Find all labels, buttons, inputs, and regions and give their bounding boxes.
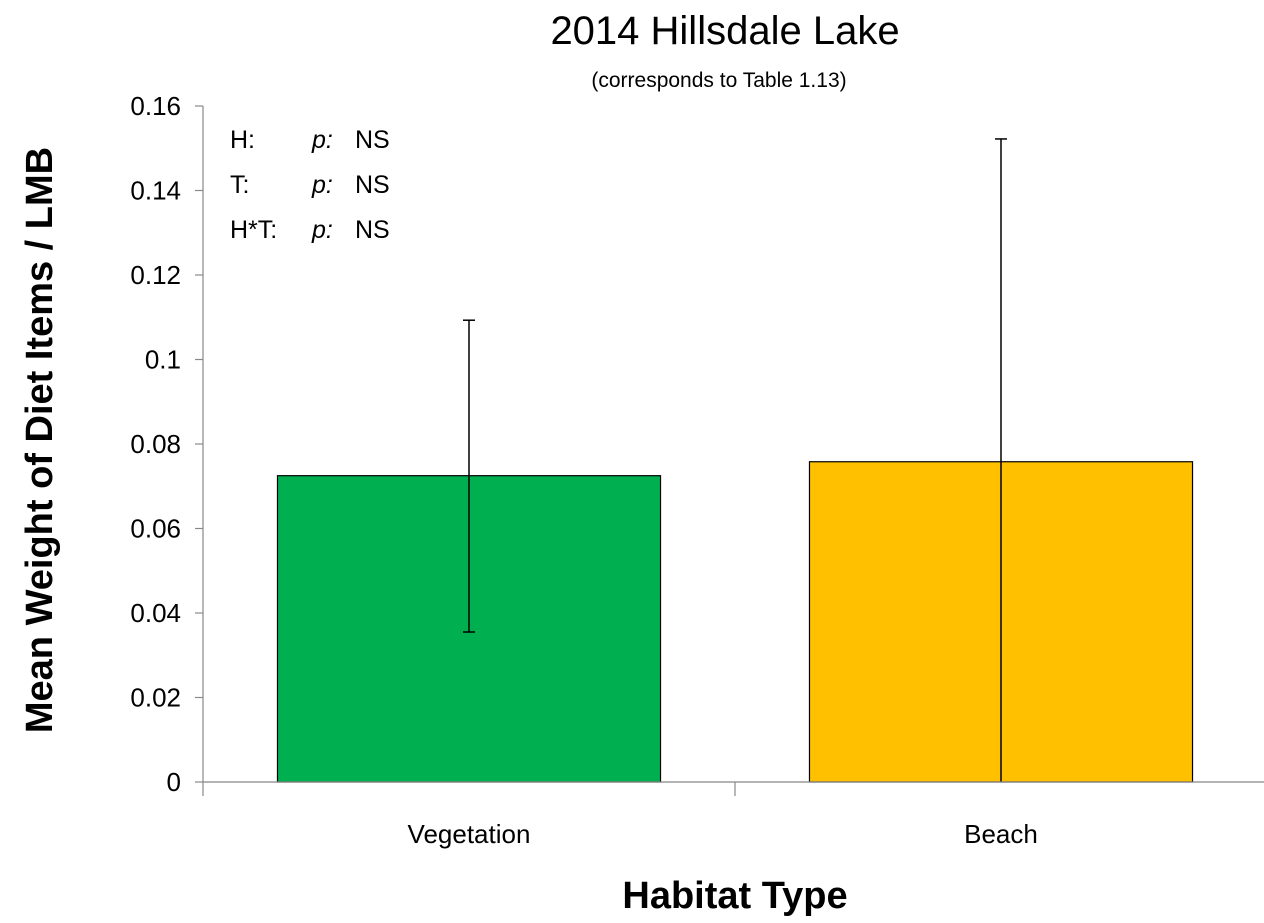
- y-axis-title: Mean Weight of Diet Items / LMB: [19, 147, 61, 733]
- significance-annotations: H: p: NS T: p: NS H*T: p: NS: [230, 126, 390, 244]
- y-tick-label: 0: [167, 767, 181, 797]
- y-tick-label: 0.02: [130, 683, 181, 713]
- stat-ht-p: p:: [311, 216, 333, 244]
- stat-h-p: p:: [311, 126, 333, 154]
- x-tick-label: Beach: [964, 819, 1038, 849]
- y-tick-label: 0.06: [130, 514, 181, 544]
- y-tick-label: 0.1: [145, 345, 181, 375]
- stat-t-label: T:: [230, 171, 249, 199]
- stat-h-label: H:: [230, 126, 255, 154]
- x-axis-title: Habitat Type: [622, 875, 847, 917]
- y-tick-label: 0.14: [130, 176, 181, 206]
- y-tick-label: 0.08: [130, 429, 181, 459]
- stat-ht-value: NS: [355, 216, 390, 244]
- stat-ht-label: H*T:: [230, 216, 277, 244]
- stat-t-p: p:: [311, 171, 333, 199]
- chart-title: 2014 Hillsdale Lake: [550, 9, 899, 53]
- y-tick-label: 0.12: [130, 260, 181, 290]
- stat-h-value: NS: [355, 126, 390, 154]
- stat-t-value: NS: [355, 171, 390, 199]
- chart-subtitle: (corresponds to Table 1.13): [591, 69, 846, 92]
- x-tick-label: Vegetation: [408, 819, 531, 849]
- y-tick-label: 0.04: [130, 598, 181, 628]
- y-tick-label: 0.16: [130, 91, 181, 121]
